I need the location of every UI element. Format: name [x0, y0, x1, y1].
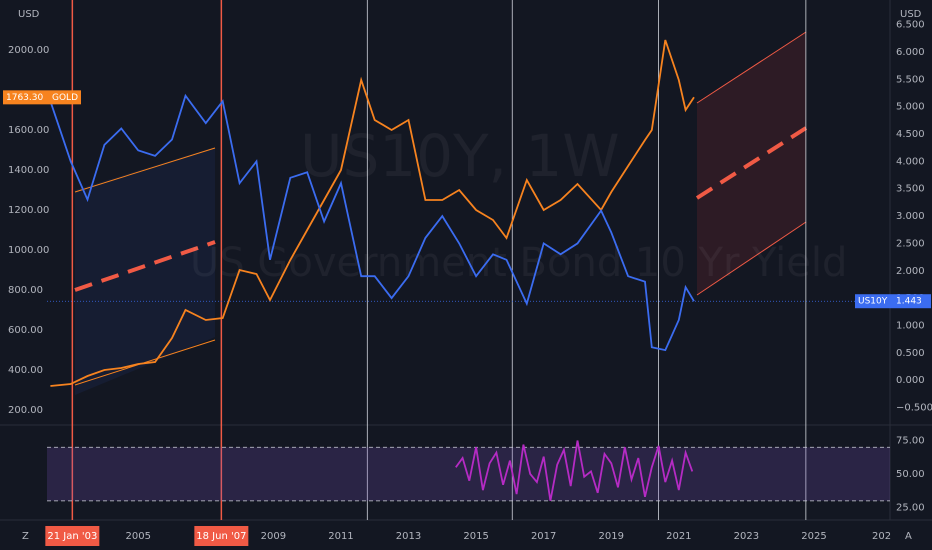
dashed-trend [695, 126, 808, 200]
rsi-band [47, 447, 890, 501]
series-line [50, 39, 695, 387]
rsi-tick-label: 75.00 [896, 436, 925, 447]
y2-tick-label: 5.000 [896, 102, 925, 113]
y2-tick-label: 4.000 [896, 156, 925, 167]
series-name-tag: US10Y [858, 297, 888, 307]
y-axis-unit: USD [18, 9, 40, 20]
dashed-trend [74, 240, 216, 292]
x-tick-label: 2009 [261, 531, 286, 542]
x-tick-label: 2015 [463, 531, 488, 542]
y2-tick-label: 0.000 [896, 375, 925, 386]
x-tick-label: 2025 [801, 531, 826, 542]
date-marker-tag [194, 526, 249, 546]
y-tick-label: 1000.00 [8, 245, 49, 256]
x-tick-label: 2005 [125, 531, 150, 542]
trend-line [696, 221, 807, 296]
x-tick-label: 202 [872, 531, 891, 542]
y2-tick-label: 5.500 [896, 74, 925, 85]
y2-tick-label: 4.500 [896, 129, 925, 140]
y-tick-label: 1600.00 [8, 125, 49, 136]
series-line [49, 93, 695, 352]
price-label: 1763.30 [6, 93, 43, 103]
date-marker-tag [45, 526, 100, 546]
y2-tick-label: 0.500 [896, 348, 925, 359]
date-marker-label: 18 Jun '07 [196, 531, 246, 542]
channel-shade [75, 147, 215, 395]
watermark-symbol: US10Y, 1W [300, 122, 620, 190]
trend-line [74, 147, 216, 193]
auto-scale-icon[interactable]: A [905, 531, 912, 542]
y2-tick-label: −0.500 [896, 402, 932, 413]
x-tick-label: 2023 [734, 531, 759, 542]
trend-line [696, 31, 807, 104]
y-tick-label: 600.00 [8, 325, 43, 336]
y-tick-label: 2000.00 [8, 45, 49, 56]
price-tag [3, 90, 81, 105]
y-tick-label: 800.00 [8, 285, 43, 296]
y2-tick-label: 2.500 [896, 238, 925, 249]
date-marker-label: 21 Jan '03 [47, 531, 97, 542]
x-tick-label: 2013 [396, 531, 421, 542]
y2-tick-label: 1.000 [896, 320, 925, 331]
price-label: 1.443 [896, 297, 922, 307]
y2-axis-unit: USD [900, 9, 922, 20]
y2-tick-label: 2.000 [896, 266, 925, 277]
x-tick-label: 2019 [599, 531, 624, 542]
y-tick-label: 200.00 [8, 405, 43, 416]
series-name-tag: GOLD [52, 93, 78, 103]
x-tick-label: 2011 [328, 531, 353, 542]
x-tick-label: 2021 [666, 531, 691, 542]
y2-tick-label: 6.000 [896, 47, 925, 58]
y-tick-label: 1200.00 [8, 205, 49, 216]
timezone-icon[interactable]: Z [22, 531, 29, 542]
y2-tick-label: 6.500 [896, 20, 925, 31]
rsi-tick-label: 50.00 [896, 469, 925, 480]
y2-tick-label: 3.500 [896, 184, 925, 195]
series-line [455, 440, 694, 501]
rsi-tick-label: 25.00 [896, 503, 925, 514]
y-tick-label: 400.00 [8, 365, 43, 376]
price-tag [855, 294, 931, 309]
y2-tick-label: 3.000 [896, 211, 925, 222]
watermark-description: US Government Bond 10 Yr Yield [190, 240, 847, 286]
x-tick-label: 2017 [531, 531, 556, 542]
y-tick-label: 1400.00 [8, 165, 49, 176]
